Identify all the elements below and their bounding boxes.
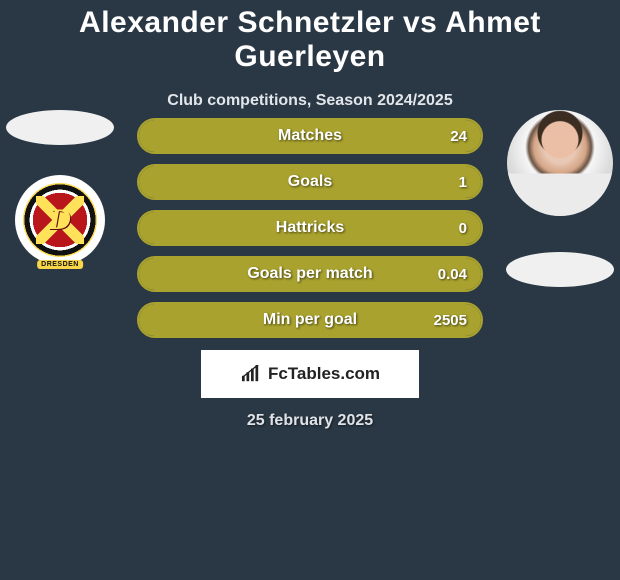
bar-chart-icon [240,365,262,383]
right-player-column [500,110,620,287]
left-club-badge: D DRESDEN [15,175,105,265]
stat-value-right: 1 [459,174,467,191]
stat-value-right: 0 [459,220,467,237]
stat-value-right: 2505 [434,312,467,329]
stat-value-right: 0.04 [438,266,467,283]
page-title: Alexander Schnetzler vs Ahmet Guerleyen [0,0,620,74]
stat-label: Min per goal [263,311,357,329]
stat-label: Goals per match [247,265,372,283]
stat-value-right: 24 [450,128,467,145]
stat-row: Hattricks 0 [137,210,483,246]
club-badge-graphic: D [23,183,97,257]
stat-row: Min per goal 2505 [137,302,483,338]
stat-row: Matches 24 [137,118,483,154]
generation-date: 25 february 2025 [247,412,373,430]
branding-badge: FcTables.com [201,350,419,398]
stat-label: Matches [278,127,342,145]
stat-row: Goals 1 [137,164,483,200]
stats-container: Matches 24 Goals 1 Hattricks 0 Goals per match… [137,118,483,348]
stat-label: Hattricks [276,219,344,237]
stat-label: Goals [288,173,332,191]
right-player-avatar [507,110,613,216]
right-club-placeholder [506,252,614,287]
left-player-column: D DRESDEN [0,110,120,265]
club-badge-letter: D [49,203,71,237]
branding-text: FcTables.com [268,364,380,384]
left-avatar-placeholder [6,110,114,145]
page-subtitle: Club competitions, Season 2024/2025 [0,92,620,110]
stat-row: Goals per match 0.04 [137,256,483,292]
club-badge-tag: DRESDEN [37,260,83,269]
